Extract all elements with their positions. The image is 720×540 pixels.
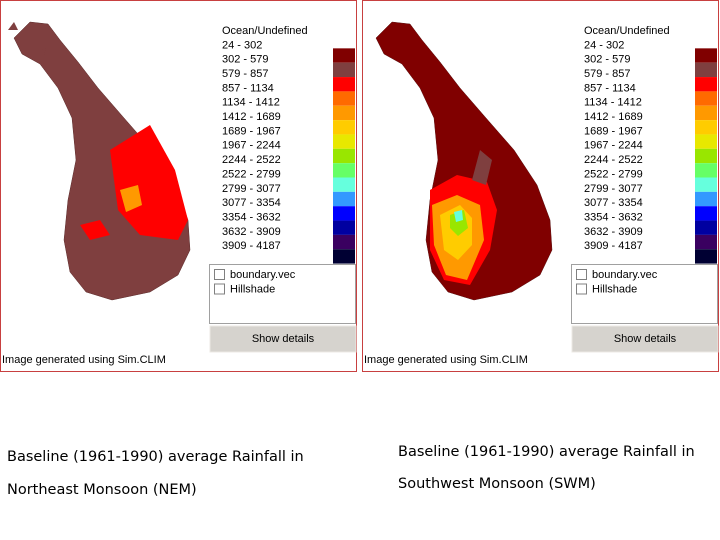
legend-swatch <box>695 148 717 164</box>
legend-label: Ocean/Undefined <box>584 25 670 37</box>
caption-line: Baseline (1961-1990) average Rainfall in <box>398 444 695 460</box>
legend-swatch <box>695 48 717 63</box>
layer-list <box>209 264 356 324</box>
legend-swatch <box>333 62 355 78</box>
legend-label: 3632 - 3909 <box>584 226 643 238</box>
legend-swatch <box>695 234 717 250</box>
legend-swatch <box>695 91 717 106</box>
legend-label: 3909 - 4187 <box>222 240 281 252</box>
legend-label: 2522 - 2799 <box>222 168 281 180</box>
legend-swatch <box>333 206 355 221</box>
legend-label: 2244 - 2522 <box>222 154 281 166</box>
legend-label: 3354 - 3632 <box>222 211 281 223</box>
legend-swatch <box>333 191 355 207</box>
legend-swatch <box>695 249 717 264</box>
legend-label: 579 - 857 <box>584 68 630 80</box>
panel-border <box>0 0 357 372</box>
legend-label: 2244 - 2522 <box>584 154 643 166</box>
legend-label: 302 - 579 <box>584 54 630 66</box>
legend-label: 3632 - 3909 <box>222 226 281 238</box>
legend-label: Ocean/Undefined <box>222 25 308 37</box>
legend-swatch <box>333 177 355 192</box>
legend-label: 1967 - 2244 <box>584 140 643 152</box>
legend-label: 1134 - 1412 <box>222 97 280 109</box>
legend-swatch <box>695 191 717 207</box>
layer-checkbox[interactable] <box>214 283 225 295</box>
layer-list <box>571 264 718 324</box>
legend-swatch <box>695 177 717 192</box>
legend-swatch <box>695 77 717 92</box>
layer-label: boundary.vec <box>230 269 296 281</box>
caption-line: Southwest Monsoon (SWM) <box>398 476 596 492</box>
map-swm <box>375 21 553 301</box>
legend-swatch <box>695 62 717 78</box>
legend-swatch <box>333 34 355 49</box>
legend-label: 857 - 1134 <box>584 82 636 94</box>
button-label: Show details <box>614 333 677 345</box>
legend-label: 24 - 302 <box>584 39 624 51</box>
legend-label: 1689 - 1967 <box>222 125 281 137</box>
legend-swatch <box>695 220 717 235</box>
legend-swatch <box>695 163 717 178</box>
button-label: Show details <box>252 333 315 345</box>
legend-swatch <box>333 134 355 149</box>
show-details-button[interactable] <box>571 325 719 353</box>
legend-swatch <box>333 148 355 164</box>
legend-label: 302 - 579 <box>222 54 268 66</box>
legend-label: 24 - 302 <box>222 39 262 51</box>
legend-swatch <box>695 120 717 135</box>
credit: Image generated using Sim.CLIM <box>364 354 528 366</box>
map-nem <box>8 21 191 301</box>
layer-label: Hillshade <box>230 283 275 295</box>
layer-label: boundary.vec <box>592 269 658 281</box>
credit: Image generated using Sim.CLIM <box>2 354 166 366</box>
legend-label: 1134 - 1412 <box>584 97 642 109</box>
caption-line: Baseline (1961-1990) average Rainfall in <box>7 449 304 465</box>
legend-swatch <box>333 105 355 121</box>
layer-label: Hillshade <box>592 283 637 295</box>
legend-label: 3909 - 4187 <box>584 240 643 252</box>
caption-line: Northeast Monsoon (NEM) <box>7 482 197 498</box>
panel-border <box>362 0 719 372</box>
legend-swatch <box>695 134 717 149</box>
legend-label: 1689 - 1967 <box>584 125 643 137</box>
legend-label: 2799 - 3077 <box>222 183 281 195</box>
layer-checkbox[interactable] <box>576 283 587 295</box>
legend-swatch <box>333 163 355 178</box>
legend-label: 2522 - 2799 <box>584 168 643 180</box>
legend-label: 1967 - 2244 <box>222 140 281 152</box>
layer-checkbox[interactable] <box>214 269 225 280</box>
legend-swatch <box>333 234 355 250</box>
legend-label: 579 - 857 <box>222 68 268 80</box>
legend-label: 1412 - 1689 <box>584 111 643 123</box>
legend-label: 857 - 1134 <box>222 82 274 94</box>
legend-swatch <box>333 48 355 63</box>
show-details-button[interactable] <box>209 325 357 353</box>
legend-swatch <box>695 105 717 121</box>
legend-label: 1412 - 1689 <box>222 111 281 123</box>
legend-label: 3077 - 3354 <box>584 197 643 209</box>
legend-label: 2799 - 3077 <box>584 183 643 195</box>
legend-swatch <box>333 120 355 135</box>
layer-checkbox[interactable] <box>576 269 587 280</box>
legend-swatch <box>333 220 355 235</box>
legend-swatch <box>695 206 717 221</box>
legend-swatch <box>333 91 355 106</box>
legend-swatch <box>695 34 717 49</box>
legend-swatch <box>333 77 355 92</box>
legend-swatch <box>333 249 355 264</box>
legend-label: 3354 - 3632 <box>584 211 643 223</box>
legend-label: 3077 - 3354 <box>222 197 281 209</box>
